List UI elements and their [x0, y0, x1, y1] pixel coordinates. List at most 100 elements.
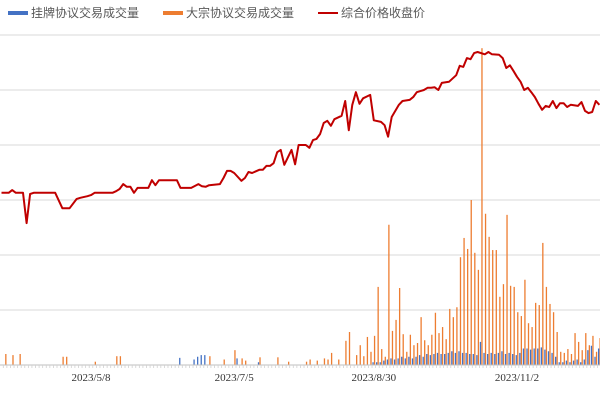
bar-listed	[583, 359, 585, 365]
bar-listed	[454, 352, 457, 365]
bar-listed	[483, 352, 485, 365]
bar-block	[502, 284, 505, 365]
bar-block	[538, 305, 540, 365]
bar-listed	[540, 347, 542, 365]
bar-block	[520, 316, 522, 365]
bar-block	[463, 237, 465, 365]
bar-block	[592, 335, 594, 365]
bar-block	[316, 360, 318, 365]
bar-listed	[533, 348, 535, 365]
bar-listed	[476, 355, 478, 365]
bar-block	[441, 327, 444, 365]
bar-block	[509, 285, 512, 365]
bar-block	[309, 359, 311, 365]
bar-listed	[390, 358, 392, 365]
bar-block	[517, 312, 519, 365]
bar-listed	[594, 356, 596, 365]
bar-block	[323, 358, 326, 365]
bar-listed	[422, 356, 424, 365]
bar-block	[438, 333, 440, 365]
bar-listed	[257, 362, 260, 365]
bar-block	[574, 333, 576, 365]
bar-block	[402, 334, 404, 365]
bar-block	[499, 296, 501, 365]
bar-block	[420, 317, 422, 365]
bar-block	[552, 312, 555, 365]
bar-block	[549, 303, 551, 365]
bar-block	[62, 356, 64, 365]
bar-listed	[426, 354, 428, 365]
bar-block	[459, 257, 462, 365]
bar-listed	[558, 362, 560, 365]
bar-block	[427, 345, 429, 365]
bar-block	[363, 356, 365, 365]
bar-block	[481, 48, 483, 365]
bar-block	[567, 349, 569, 365]
bar-listed	[411, 358, 414, 365]
bar-block	[577, 341, 580, 365]
bar-block	[119, 356, 122, 365]
bar-block	[234, 350, 236, 365]
bar-block	[245, 360, 247, 365]
bar-block	[116, 356, 118, 365]
bar-block	[5, 354, 7, 365]
bar-listed	[458, 351, 460, 365]
bar-listed	[479, 341, 482, 365]
bar-block	[305, 361, 308, 365]
bar-block	[452, 317, 454, 365]
legend-item-block[interactable]: 大宗协议交易成交量	[163, 4, 294, 21]
bar-listed	[197, 356, 199, 365]
bar-listed	[576, 359, 578, 365]
bar-listed	[418, 355, 421, 365]
x-tick-label: 2023/11/2	[495, 372, 539, 384]
bar-block	[416, 343, 419, 365]
bar-block	[241, 358, 243, 365]
bar-block	[449, 308, 451, 365]
bar-block	[477, 269, 480, 365]
legend-swatch-blue	[8, 10, 28, 15]
bar-block	[470, 200, 472, 365]
bar-block	[209, 356, 211, 365]
bar-listed	[490, 352, 492, 365]
price-line	[1, 51, 600, 225]
bar-block	[474, 252, 476, 365]
bar-listed	[555, 356, 557, 365]
bar-listed	[562, 362, 564, 365]
bar-listed	[236, 358, 238, 365]
bar-block	[495, 250, 497, 365]
bar-block	[66, 356, 68, 365]
bar-block	[506, 214, 508, 365]
bar-block	[19, 354, 21, 365]
bar-listed	[494, 354, 496, 365]
bar-listed	[383, 360, 385, 365]
bar-block	[12, 355, 14, 365]
bar-block	[338, 359, 340, 365]
bar-block	[384, 356, 386, 365]
bar-block	[345, 340, 347, 365]
bar-listed	[587, 350, 589, 365]
legend-item-listed[interactable]: 挂牌协议交易成交量	[8, 4, 139, 21]
bar-listed	[393, 359, 396, 365]
bar-listed	[472, 354, 474, 365]
bar-listed	[508, 352, 510, 365]
bar-listed	[529, 349, 532, 365]
bar-listed	[537, 348, 539, 365]
legend-item-price[interactable]: 综合价格收盘价	[318, 4, 425, 21]
bar-listed	[544, 349, 546, 365]
bar-listed	[444, 354, 446, 365]
bar-block	[377, 286, 379, 365]
x-tick-label: 2023/7/5	[215, 372, 255, 384]
bar-listed	[597, 348, 600, 365]
bar-block	[395, 319, 397, 365]
bar-listed	[565, 360, 568, 365]
bar-listed	[415, 356, 417, 365]
x-tick-label: 2023/5/8	[71, 372, 111, 384]
bar-listed	[397, 358, 399, 365]
bar-listed	[401, 356, 403, 365]
bar-block	[424, 340, 426, 365]
x-tick-label: 2023/8/30	[352, 372, 397, 384]
bar-block	[370, 351, 372, 365]
bar-block	[588, 345, 591, 365]
bar-listed	[497, 352, 500, 365]
bar-listed	[519, 352, 521, 365]
